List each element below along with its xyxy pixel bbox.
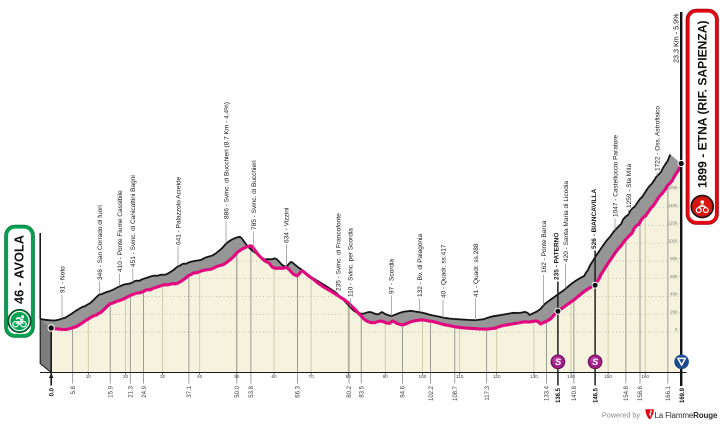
svg-text:53.8: 53.8 <box>249 385 255 397</box>
svg-text:1000 -: 1000 - <box>668 238 680 243</box>
svg-text:70: 70 <box>309 374 315 379</box>
svg-text:346 - San Corrado di fuori: 346 - San Corrado di fuori <box>97 205 104 280</box>
svg-text:133.4: 133.4 <box>545 385 551 401</box>
svg-text:100: 100 <box>419 374 427 379</box>
svg-text:146.5: 146.5 <box>593 387 599 403</box>
svg-text:50.0: 50.0 <box>235 385 241 397</box>
svg-text:235 - Svinc. di Francofonte: 235 - Svinc. di Francofonte <box>335 213 342 291</box>
svg-text:Powered by: Powered by <box>602 411 640 420</box>
svg-text:140.8: 140.8 <box>572 385 578 401</box>
svg-text:108.7: 108.7 <box>453 385 459 401</box>
svg-text:La FlammeRouge: La FlammeRouge <box>655 411 719 420</box>
svg-text:130: 130 <box>530 374 538 379</box>
svg-text:0 -: 0 - <box>675 327 680 332</box>
svg-text:1600 -: 1600 - <box>668 185 680 190</box>
svg-text:94.6: 94.6 <box>401 385 407 397</box>
svg-text:110 - Svinc. per Scordia: 110 - Svinc. per Scordia <box>348 228 355 297</box>
svg-text:136.5: 136.5 <box>556 387 562 403</box>
svg-text:80.2: 80.2 <box>347 385 353 397</box>
svg-text:526 - BIANCAVILLA: 526 - BIANCAVILLA <box>591 189 598 249</box>
svg-text:91 - Noto: 91 - Noto <box>59 266 66 293</box>
svg-text:634 - Vizzini: 634 - Vizzini <box>284 208 291 243</box>
svg-text:235 - PATERNÒ: 235 - PATERNÒ <box>552 233 561 280</box>
svg-text:117.3: 117.3 <box>485 385 491 400</box>
svg-text:23.3 Km - 5.9%: 23.3 Km - 5.9% <box>671 13 680 63</box>
svg-text:410 - Ponte Fiume Cassibile: 410 - Ponte Fiume Cassibile <box>117 190 124 272</box>
svg-text:1259 - Sta Mìla: 1259 - Sta Mìla <box>626 164 633 208</box>
svg-text:1047 - Castelluccio Paratore: 1047 - Castelluccio Paratore <box>612 135 619 217</box>
svg-text:1400 -: 1400 - <box>668 203 680 208</box>
svg-text:50: 50 <box>234 374 240 379</box>
svg-text:420 - Santa Maria di Licodia: 420 - Santa Maria di Licodia <box>563 181 570 262</box>
svg-text:46 - AVOLA: 46 - AVOLA <box>12 235 27 304</box>
svg-text:600 -: 600 - <box>670 274 680 279</box>
svg-text:0.0: 0.0 <box>49 387 55 396</box>
svg-text:120: 120 <box>493 374 501 379</box>
svg-text:40: 40 <box>197 374 203 379</box>
svg-text:150: 150 <box>604 374 612 379</box>
svg-text:15.9: 15.9 <box>108 385 114 397</box>
svg-text:1899 - ETNA (RIF. SAPIENZA): 1899 - ETNA (RIF. SAPIENZA) <box>695 20 709 188</box>
svg-text:451 - Svinc. di Canicattini Ba: 451 - Svinc. di Canicattini Bagni <box>130 175 137 267</box>
svg-text:400 -: 400 - <box>670 292 680 297</box>
svg-text:21.3: 21.3 <box>129 385 135 397</box>
svg-text:102.2: 102.2 <box>429 385 435 401</box>
svg-text:158.6: 158.6 <box>638 385 644 401</box>
svg-text:160: 160 <box>641 374 649 379</box>
svg-text:785 - Svinc. di Bucchieri: 785 - Svinc. di Bucchieri <box>251 160 258 230</box>
svg-text:S: S <box>555 356 562 367</box>
svg-text:60: 60 <box>271 374 277 379</box>
svg-text:641 - Palazzolo Acreide: 641 - Palazzolo Acreide <box>175 176 182 245</box>
svg-text:169.9: 169.9 <box>680 387 686 403</box>
svg-text:S: S <box>592 356 599 367</box>
svg-text:30: 30 <box>160 374 166 379</box>
svg-text:154.8: 154.8 <box>624 385 630 401</box>
svg-text:1200 -: 1200 - <box>668 221 680 226</box>
svg-text:132 - Bv. di Palagonia: 132 - Bv. di Palagonia <box>417 234 424 297</box>
svg-text:83.5: 83.5 <box>359 385 365 397</box>
svg-text:162 - Ponte Barca: 162 - Ponte Barca <box>541 220 548 273</box>
svg-text:5.8: 5.8 <box>71 385 77 394</box>
svg-text:800 -: 800 - <box>670 256 680 261</box>
svg-text:40 - Quadr. ss.417: 40 - Quadr. ss.417 <box>440 244 447 298</box>
svg-text:1722 - Oss. Astrofisico: 1722 - Oss. Astrofisico <box>654 106 661 171</box>
svg-text:90: 90 <box>383 374 389 379</box>
svg-text:10: 10 <box>86 374 92 379</box>
svg-text:41 - Quadr. ss.288: 41 - Quadr. ss.288 <box>473 243 480 297</box>
svg-text:37.1: 37.1 <box>187 385 193 397</box>
svg-text:97 - Scordia: 97 - Scordia <box>389 259 396 294</box>
svg-text:886 - Svinc. di Bucchieri (8.7: 886 - Svinc. di Bucchieri (8.7 Km - 4.4%… <box>223 102 230 219</box>
svg-text:20: 20 <box>123 374 129 379</box>
svg-text:140: 140 <box>567 374 575 379</box>
svg-text:166.1: 166.1 <box>666 385 672 401</box>
svg-text:66.3: 66.3 <box>296 385 302 397</box>
svg-text:200 -: 200 - <box>670 309 680 314</box>
svg-text:80: 80 <box>346 374 352 379</box>
svg-text:110: 110 <box>456 374 464 379</box>
svg-text:24.9: 24.9 <box>142 385 148 397</box>
